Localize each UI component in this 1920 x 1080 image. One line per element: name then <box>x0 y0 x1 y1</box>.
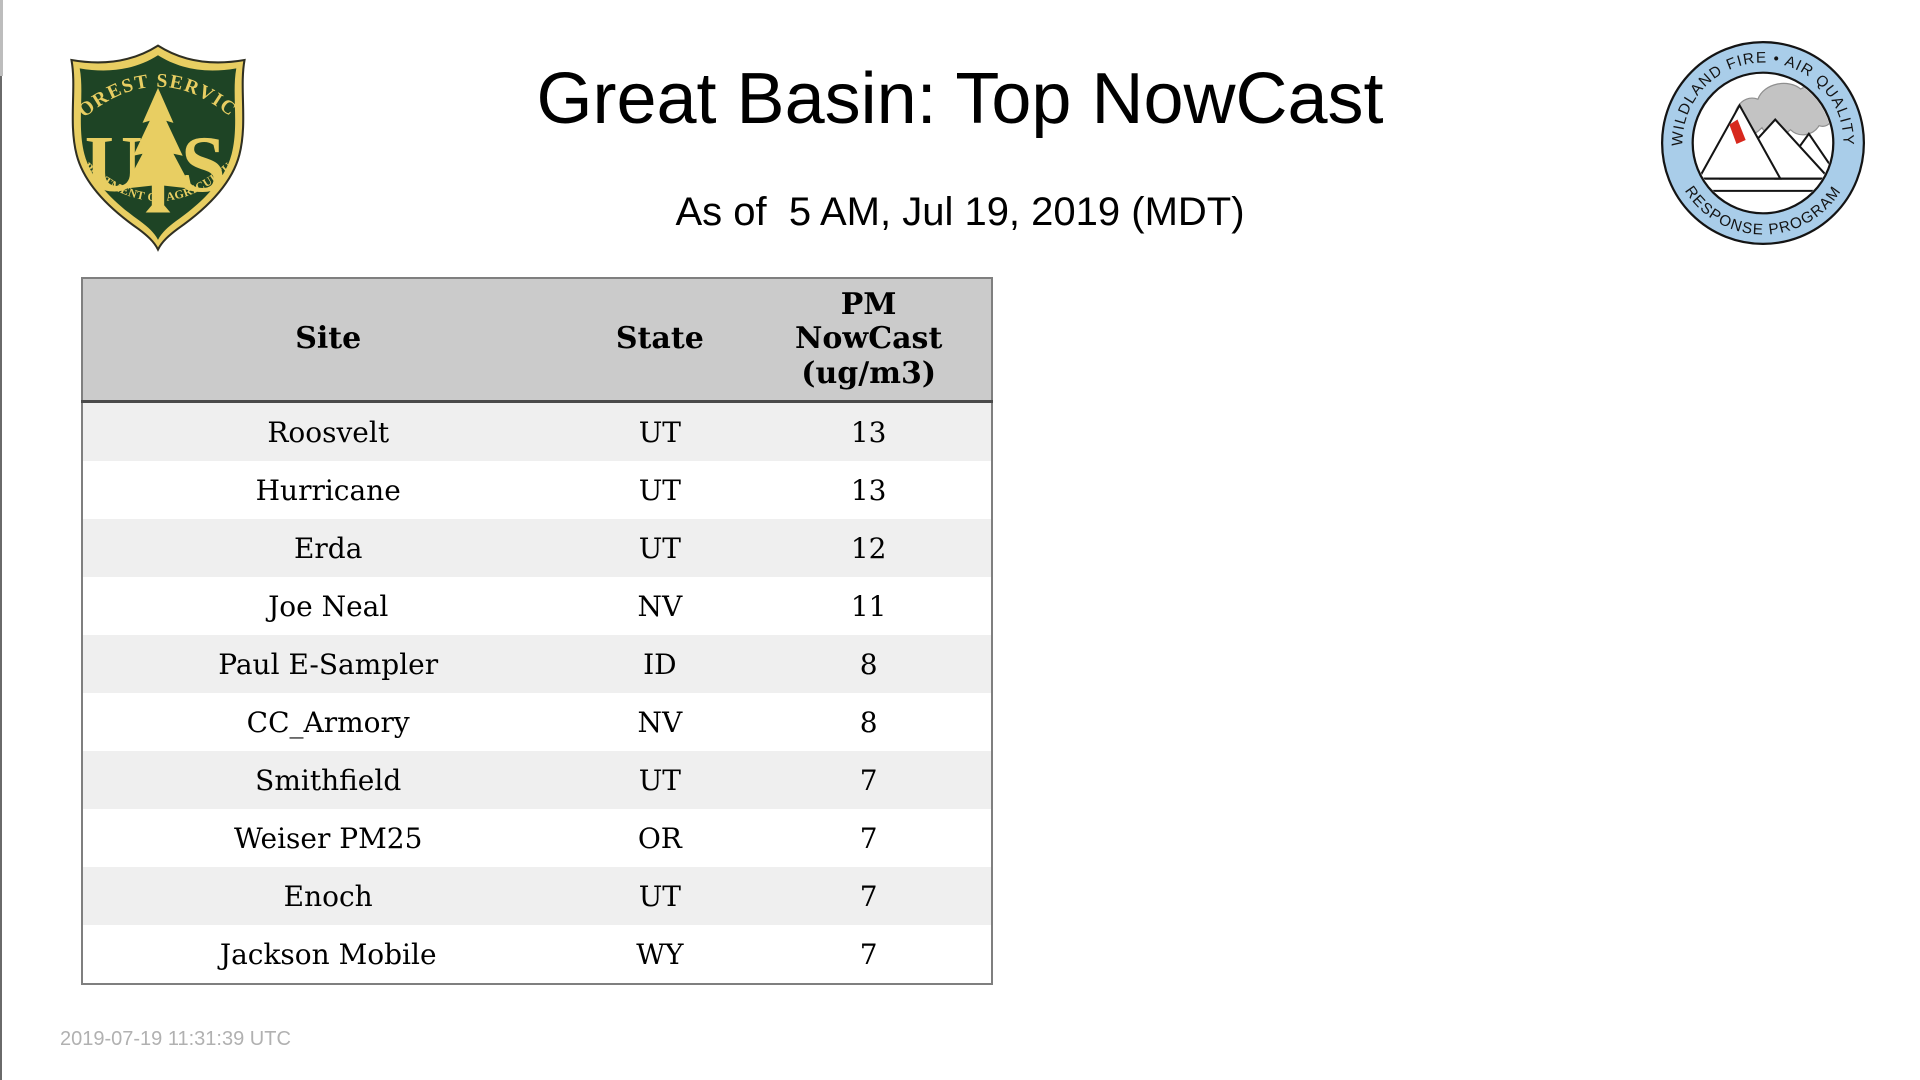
cell-site: Joe Neal <box>82 577 574 635</box>
cell-state: UT <box>573 751 747 809</box>
table-row: Paul E-Sampler ID 8 <box>82 635 992 693</box>
table-row: Roosvelt UT 13 <box>82 401 992 461</box>
cell-site: CC_Armory <box>82 693 574 751</box>
cell-state: WY <box>573 925 747 984</box>
nowcast-table: Site State PM NowCast (ug/m3) Roosvelt UT… <box>81 277 993 985</box>
pine-tree-icon <box>124 87 192 213</box>
cell-state: NV <box>573 577 747 635</box>
cell-value: 7 <box>746 867 992 925</box>
screen-edge-artifact-top <box>0 0 3 76</box>
cell-state: OR <box>573 809 747 867</box>
footer-timestamp: 2019-07-19 11:31:39 UTC <box>60 1028 291 1050</box>
column-header-site: Site <box>82 278 574 403</box>
fs-letter-u: U <box>85 120 143 209</box>
cell-site: Erda <box>82 519 574 577</box>
table-body: Roosvelt UT 13 Hurricane UT 13 Erda UT 12 Joe Nea… <box>82 401 992 984</box>
table-row: Joe Neal NV 11 <box>82 577 992 635</box>
cell-value: 7 <box>746 925 992 984</box>
cell-site: Paul E-Sampler <box>82 635 574 693</box>
table-row: Enoch UT 7 <box>82 867 992 925</box>
column-header-state: State <box>573 278 747 403</box>
cell-state: ID <box>573 635 747 693</box>
cell-state: UT <box>573 867 747 925</box>
cell-state: UT <box>573 401 747 461</box>
cell-value: 8 <box>746 693 992 751</box>
page-subtitle: As of 5 AM, Jul 19, 2019 (MDT) <box>675 190 1245 234</box>
cell-site: Enoch <box>82 867 574 925</box>
cell-value: 11 <box>746 577 992 635</box>
cell-state: NV <box>573 693 747 751</box>
cell-value: 13 <box>746 461 992 519</box>
cell-site: Hurricane <box>82 461 574 519</box>
cell-state: UT <box>573 519 747 577</box>
table-header-row: Site State PM NowCast (ug/m3) <box>82 278 992 403</box>
table-row: Weiser PM25 OR 7 <box>82 809 992 867</box>
column-header-pm-nowcast: PM NowCast (ug/m3) <box>746 278 992 403</box>
cell-value: 7 <box>746 809 992 867</box>
page-title: Great Basin: Top NowCast <box>536 59 1384 139</box>
cell-value: 8 <box>746 635 992 693</box>
forest-service-logo: FOREST SERVICE U S DEPARTMENT OF AGRICUL… <box>55 36 246 252</box>
cell-state: UT <box>573 461 747 519</box>
flame-icon <box>1729 119 1746 145</box>
screen-edge-artifact <box>0 76 2 1080</box>
table-row: Jackson Mobile WY 7 <box>82 925 992 984</box>
wildland-fire-air-quality-logo: WILDLAND FIRE • AIR QUALITY RESPONSE PRO… <box>1660 40 1866 246</box>
table-row: Hurricane UT 13 <box>82 461 992 519</box>
table-row: Erda UT 12 <box>82 519 992 577</box>
cell-site: Roosvelt <box>82 401 574 461</box>
cell-site: Smithfield <box>82 751 574 809</box>
table-row: CC_Armory NV 8 <box>82 693 992 751</box>
cell-value: 12 <box>746 519 992 577</box>
cell-site: Weiser PM25 <box>82 809 574 867</box>
fs-letter-s: S <box>181 120 226 209</box>
table-row: Smithfield UT 7 <box>82 751 992 809</box>
cell-value: 13 <box>746 401 992 461</box>
cell-value: 7 <box>746 751 992 809</box>
cell-site: Jackson Mobile <box>82 925 574 984</box>
